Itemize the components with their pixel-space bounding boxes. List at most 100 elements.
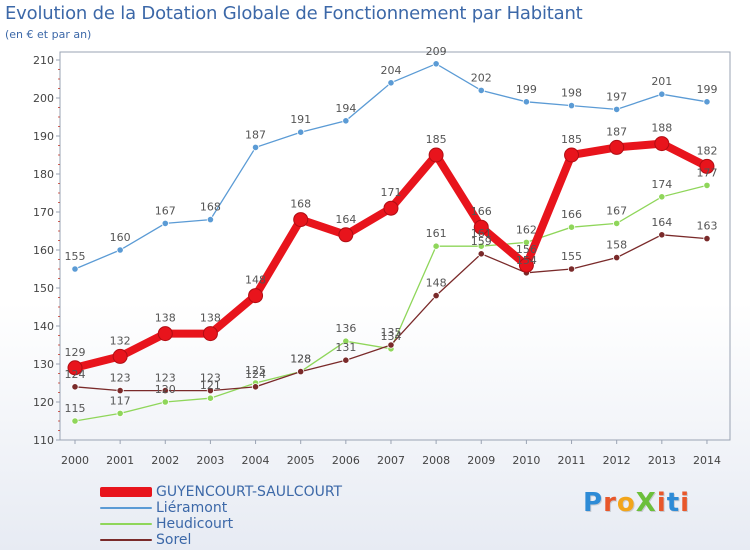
data-point [567,265,576,273]
data-label: 128 [290,353,311,366]
data-point [248,288,264,304]
data-point [703,98,711,106]
data-point [522,238,531,246]
legend-item-sorel: Sorel [100,532,342,548]
x-tick-label: 2007 [377,454,405,467]
data-point [112,348,128,364]
data-point [157,326,173,342]
x-tick-label: 2013 [648,454,676,467]
data-label: 166 [561,208,582,221]
legend-label-guyencourt: GUYENCOURT-SAULCOURT [156,484,343,500]
legend-label-lieramont: Liéramont [156,500,228,516]
data-label: 166 [471,205,492,218]
data-point [522,98,531,106]
data-point [206,394,215,402]
plot-frame [59,51,731,441]
data-point [293,212,309,228]
x-tick-label: 2004 [242,454,270,467]
logo-letter: i [680,488,691,518]
data-point [161,386,169,395]
logo-letter: t [666,488,681,518]
y-tick-label: 150 [33,282,54,295]
data-label: 177 [696,166,717,179]
data-label: 168 [200,201,221,214]
y-tick-label: 200 [33,92,54,105]
data-point [67,360,83,376]
data-label: 164 [335,213,356,226]
data-label: 160 [110,231,131,244]
x-tick-label: 2006 [332,454,360,467]
data-label: 191 [290,113,311,126]
data-point [477,250,485,258]
data-label: 188 [651,122,672,135]
legend: GUYENCOURT-SAULCOURT Liéramont Heudicour… [100,484,342,548]
x-tick-label: 2009 [467,454,495,467]
legend-swatch-guyencourt [100,487,152,497]
data-label: 156 [516,243,537,256]
data-point [699,158,715,174]
data-label: 162 [516,223,537,236]
data-label: 124 [65,368,86,381]
x-tick-label: 2000 [61,454,89,467]
legend-swatch-heudicourt [100,523,152,525]
data-label: 148 [245,274,266,287]
data-point [658,193,666,201]
y-tick-label: 210 [33,54,54,67]
data-label: 155 [561,250,582,263]
data-label: 115 [65,402,86,415]
data-label: 148 [426,277,447,290]
data-label: 120 [155,383,176,396]
data-label: 154 [516,254,537,267]
data-label: 194 [335,102,356,115]
data-label: 121 [200,379,221,392]
x-tick-label: 2014 [693,454,721,467]
data-label: 209 [426,45,447,58]
data-point [613,254,621,262]
chart-title: Evolution de la Dotation Globale de Fonc… [5,3,583,24]
data-point [703,181,711,189]
data-point [116,409,124,417]
data-label: 161 [471,227,492,240]
data-point [613,105,621,114]
data-label: 201 [651,75,672,88]
data-point [338,227,354,243]
data-point [473,219,489,235]
data-point [609,139,625,155]
data-point [432,291,440,300]
legend-item-heudicourt: Heudicourt [100,516,342,532]
data-label: 159 [471,235,492,248]
data-point [613,219,621,227]
data-point [342,117,350,125]
data-label: 136 [335,322,356,335]
data-label: 185 [426,133,447,146]
y-tick-label: 190 [33,130,54,143]
data-point [161,398,169,406]
data-point [567,102,576,110]
legend-label-sorel: Sorel [156,532,192,548]
data-point [432,242,440,250]
data-label: 138 [155,312,176,325]
data-point [477,86,485,95]
data-point [432,60,440,68]
data-label: 123 [155,372,176,385]
x-tick-label: 2011 [558,454,586,467]
data-label: 135 [380,326,401,339]
y-tick-label: 110 [33,434,54,447]
data-label: 158 [606,239,627,252]
data-label: 163 [696,220,717,233]
y-tick-label: 160 [33,244,54,257]
logo-letter: o [616,488,636,518]
x-tick-label: 2001 [106,454,134,467]
data-label: 171 [380,186,401,199]
data-label: 128 [290,353,311,366]
data-point [206,216,215,224]
data-point [116,386,124,395]
data-label: 132 [110,334,131,347]
data-label: 204 [380,64,401,77]
y-tick-label: 130 [33,358,54,371]
x-tick-label: 2012 [603,454,631,467]
data-label: 123 [200,372,221,385]
legend-swatch-lieramont [100,507,152,509]
y-tick-label: 180 [33,168,54,181]
